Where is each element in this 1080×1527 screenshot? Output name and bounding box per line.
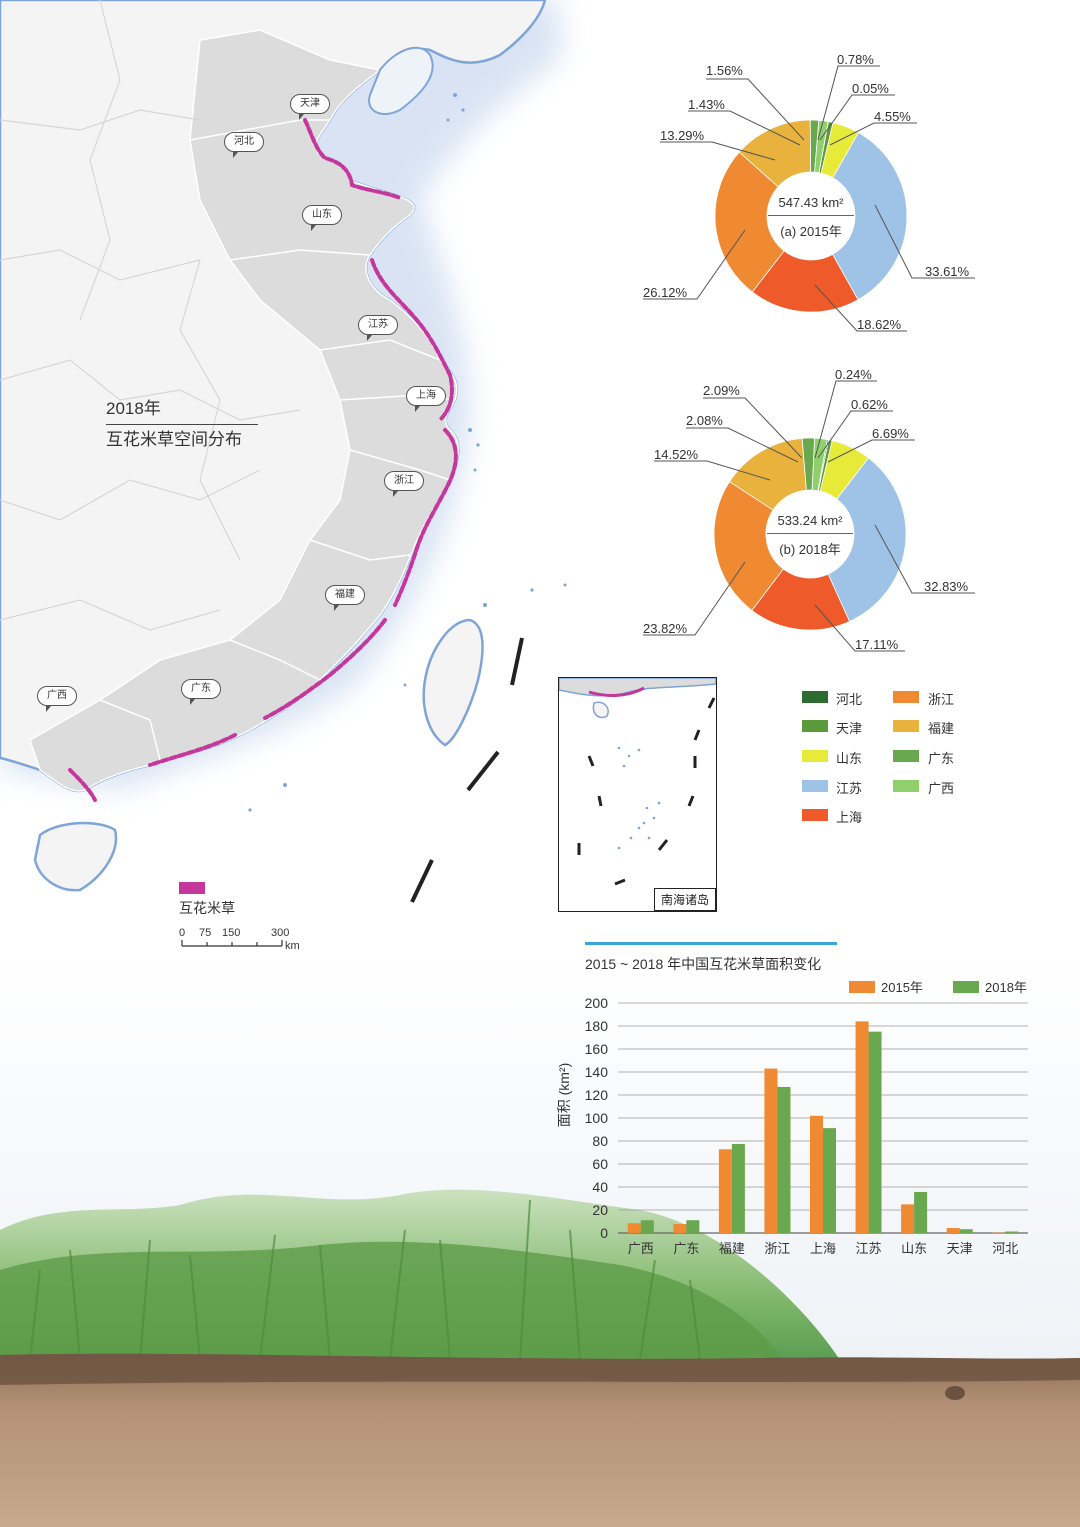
leader-line-15 — [874, 524, 975, 594]
legend-swatch-guangdong — [893, 750, 919, 762]
pie-2018-label-fujian: 14.52% — [654, 447, 699, 462]
pie-2018-label-shanghai: 17.11% — [855, 637, 899, 652]
leader-line-1 — [817, 65, 880, 141]
pie-2015-label-zhejiang: 26.12% — [643, 285, 688, 300]
leader-line-9 — [703, 397, 803, 459]
pie-2015-total: 547.43 km² — [778, 195, 844, 210]
legend-label-guangxi: 广西 — [928, 781, 955, 796]
pie-2018-label-zhejiang: 23.82% — [643, 621, 688, 636]
pie-2015-label-tianjin: 0.78% — [837, 52, 874, 67]
leader-line-14 — [654, 460, 771, 481]
leader-line-12 — [827, 439, 915, 463]
scale-tick-0: 0 — [179, 927, 186, 939]
pie-2015-label-hebei: 0.05% — [852, 81, 889, 96]
scale-tick-150: 150 — [222, 927, 241, 939]
leader-line-4 — [688, 110, 801, 146]
pie-chart-2018 — [713, 437, 907, 631]
pie-2015-label-shandong: 4.55% — [874, 109, 911, 124]
pie-slice-3 — [832, 132, 908, 301]
legend-label-shanghai: 上海 — [836, 810, 863, 825]
pie-2018-total: 533.24 km² — [777, 513, 843, 528]
province-label-guangxi: 广西 — [37, 686, 77, 712]
legend-label-fujian: 福建 — [928, 721, 955, 736]
province-label-guangdong: 广东 — [181, 679, 221, 705]
legend-label-shandong: 山东 — [836, 751, 863, 766]
pie-2018-label-guangxi: 2.09% — [703, 383, 740, 398]
scale-tick-75: 75 — [199, 927, 212, 939]
pie-2015-label-fujian: 13.29% — [660, 128, 705, 143]
pie-2018-label-shandong: 6.69% — [872, 426, 909, 441]
leader-line-2 — [819, 94, 895, 141]
pie-2018-label-guangdong: 2.08% — [686, 413, 723, 428]
pie-2018-label-jiangsu: 32.83% — [924, 579, 969, 594]
province-label-shandong: 山东 — [302, 205, 342, 231]
legend-swatch-guangxi — [893, 780, 919, 792]
pie-2015-label-guangxi: 1.56% — [706, 63, 743, 78]
legend-swatch-shandong — [802, 750, 828, 762]
legend-swatch-shanghai — [802, 809, 828, 821]
pie-chart-2015 — [714, 119, 908, 313]
map-legend-swatch — [179, 882, 205, 894]
legend-label-guangdong: 广东 — [928, 751, 955, 766]
leader-line-7 — [643, 229, 746, 300]
hainan-island — [33, 821, 118, 892]
province-label-shanghai: 上海 — [406, 386, 446, 412]
province-label-tianjin: 天津 — [290, 94, 330, 120]
map-title-year: 2018年 — [106, 399, 161, 418]
map-title-rule — [106, 424, 258, 425]
spartina-distribution — [68, 118, 458, 802]
leader-line-8 — [814, 284, 907, 332]
legend-swatch-tianjin — [802, 720, 828, 732]
legend-label-hebei: 河北 — [836, 692, 863, 707]
leader-line-0 — [706, 78, 805, 141]
pie-2015-label-jiangsu: 33.61% — [925, 264, 970, 279]
pie-2015-center-rule — [768, 215, 854, 216]
province-label-hebei: 河北 — [224, 132, 264, 158]
bar-chart-title-rule — [585, 942, 837, 945]
pie-2018-label-hebei: 0.24% — [835, 367, 872, 382]
map-legend-label: 互花米草 — [179, 900, 235, 916]
south-china-sea-inset: 南海诸岛 — [558, 677, 717, 912]
province-label-zhejiang: 浙江 — [384, 471, 424, 497]
pie-2015-label-guangdong: 1.43% — [688, 97, 725, 112]
map-title-main: 互花米草空间分布 — [106, 430, 242, 449]
legend-label-tianjin: 天津 — [836, 721, 863, 736]
pie-2015-caption: (a) 2015年 — [780, 224, 842, 239]
inset-label: 南海诸岛 — [653, 888, 716, 911]
leader-line-5 — [660, 141, 776, 161]
leader-line-10 — [814, 380, 877, 459]
province-label-jiangsu: 江苏 — [358, 315, 398, 341]
legend-swatch-hebei — [802, 691, 828, 703]
leader-line-13 — [686, 427, 799, 463]
legend-swatch-zhejiang — [893, 691, 919, 703]
taiwan-island — [422, 618, 484, 747]
legend-label-zhejiang: 浙江 — [928, 692, 955, 707]
legend-swatch-jiangsu — [802, 780, 828, 792]
province-label-fujian: 福建 — [325, 585, 365, 611]
inset-map — [559, 678, 716, 886]
leader-line-6 — [874, 204, 975, 279]
leader-line-16 — [643, 561, 746, 636]
pie-slice-8 — [811, 437, 828, 492]
scale-unit: km — [285, 940, 300, 952]
pie-2018-center-rule — [767, 533, 853, 534]
leader-line-11 — [817, 410, 893, 459]
leader-line-3 — [829, 122, 917, 146]
pie-slice-5 — [713, 481, 784, 611]
bar-chart-title: 2015 ~ 2018 年中国互花米草面积变化 — [585, 956, 822, 972]
pie-2018-label-tianjin: 0.62% — [851, 397, 888, 412]
legend-label-jiangsu: 江苏 — [836, 781, 863, 796]
pie-slice-3 — [827, 457, 907, 623]
legend-swatch-fujian — [893, 720, 919, 732]
map-title: 2018年 互花米草空间分布 — [106, 398, 258, 451]
pie-leader-lines — [643, 65, 975, 652]
pie-2018-caption: (b) 2018年 — [779, 542, 841, 557]
scale-tick-300: 300 — [271, 927, 290, 939]
leader-line-17 — [814, 604, 905, 652]
pie-slice-5 — [714, 151, 785, 293]
pie-charts — [643, 65, 975, 652]
pie-2015-label-shanghai: 18.62% — [857, 317, 902, 332]
